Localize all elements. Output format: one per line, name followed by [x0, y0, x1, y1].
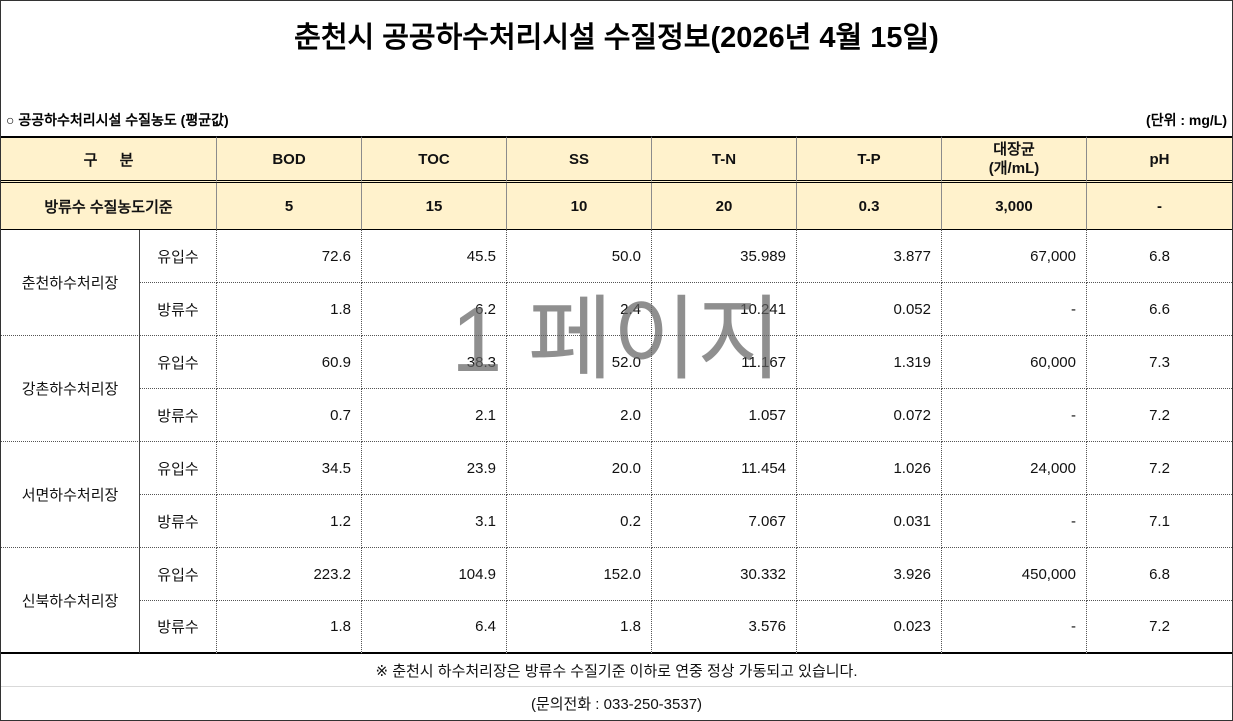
- tn-value[interactable]: 35.989: [652, 230, 797, 283]
- page-title[interactable]: 춘천시 공공하수처리시설 수질정보(2026년 4월 15일): [294, 22, 939, 54]
- tn-value[interactable]: 30.332: [652, 548, 797, 601]
- header-tp[interactable]: T-P: [797, 136, 942, 183]
- effluent-label[interactable]: 방류수: [140, 283, 217, 336]
- header-bod[interactable]: BOD: [217, 136, 362, 183]
- section-label[interactable]: ○ 공공하수처리시설 수질농도 (평균값): [6, 112, 229, 128]
- influent-label[interactable]: 유입수: [140, 230, 217, 283]
- ss-value[interactable]: 152.0: [507, 548, 652, 601]
- standard-toc[interactable]: 15: [362, 183, 507, 230]
- tn-value[interactable]: 3.576: [652, 601, 797, 654]
- standard-tn[interactable]: 20: [652, 183, 797, 230]
- ph-value[interactable]: 6.8: [1087, 548, 1232, 601]
- unit-label[interactable]: (단위 : mg/L): [1146, 112, 1227, 128]
- standard-tp[interactable]: 0.3: [797, 183, 942, 230]
- ph-value[interactable]: 6.6: [1087, 283, 1232, 336]
- ss-value[interactable]: 1.8: [507, 601, 652, 654]
- bod-value[interactable]: 0.7: [217, 389, 362, 442]
- tp-value[interactable]: 0.023: [797, 601, 942, 654]
- bod-value[interactable]: 223.2: [217, 548, 362, 601]
- header-toc[interactable]: TOC: [362, 136, 507, 183]
- tp-value[interactable]: 1.319: [797, 336, 942, 389]
- bod-value[interactable]: 1.8: [217, 283, 362, 336]
- coliform-value[interactable]: -: [942, 389, 1087, 442]
- coliform-value[interactable]: 24,000: [942, 442, 1087, 495]
- footer-note[interactable]: ※ 춘천시 하수처리장은 방류수 수질기준 이하로 연중 정상 가동되고 있습니…: [1, 654, 1232, 687]
- toc-value[interactable]: 6.2: [362, 283, 507, 336]
- influent-label[interactable]: 유입수: [140, 548, 217, 601]
- influent-label[interactable]: 유입수: [140, 336, 217, 389]
- coliform-value[interactable]: 450,000: [942, 548, 1087, 601]
- header-coliform[interactable]: 대장균 (개/mL): [942, 136, 1087, 183]
- tp-value[interactable]: 3.877: [797, 230, 942, 283]
- water-quality-table: 구 분 BOD TOC SS T-N T-P 대장균 (개/mL) pH 방류수…: [1, 136, 1232, 720]
- bod-value[interactable]: 1.8: [217, 601, 362, 654]
- tn-value[interactable]: 10.241: [652, 283, 797, 336]
- standard-ss[interactable]: 10: [507, 183, 652, 230]
- header-category[interactable]: 구 분: [1, 136, 217, 183]
- tp-value[interactable]: 0.031: [797, 495, 942, 548]
- bod-value[interactable]: 60.9: [217, 336, 362, 389]
- header-coliform-label: 대장균: [993, 141, 1035, 158]
- tp-value[interactable]: 0.072: [797, 389, 942, 442]
- header-ph[interactable]: pH: [1087, 136, 1232, 183]
- tn-value[interactable]: 11.167: [652, 336, 797, 389]
- header-ss[interactable]: SS: [507, 136, 652, 183]
- plant-name[interactable]: 강촌하수처리장: [1, 336, 140, 442]
- coliform-value[interactable]: -: [942, 601, 1087, 654]
- ph-value[interactable]: 7.2: [1087, 389, 1232, 442]
- toc-value[interactable]: 45.5: [362, 230, 507, 283]
- ss-value[interactable]: 2.0: [507, 389, 652, 442]
- bod-value[interactable]: 72.6: [217, 230, 362, 283]
- standard-ph[interactable]: -: [1087, 183, 1232, 230]
- header-tn[interactable]: T-N: [652, 136, 797, 183]
- toc-value[interactable]: 6.4: [362, 601, 507, 654]
- ph-value[interactable]: 7.1: [1087, 495, 1232, 548]
- ph-value[interactable]: 7.2: [1087, 442, 1232, 495]
- tp-value[interactable]: 3.926: [797, 548, 942, 601]
- bod-value[interactable]: 34.5: [217, 442, 362, 495]
- ss-value[interactable]: 20.0: [507, 442, 652, 495]
- effluent-label[interactable]: 방류수: [140, 495, 217, 548]
- ph-value[interactable]: 6.8: [1087, 230, 1232, 283]
- bod-value[interactable]: 1.2: [217, 495, 362, 548]
- effluent-label[interactable]: 방류수: [140, 389, 217, 442]
- ss-value[interactable]: 52.0: [507, 336, 652, 389]
- ph-value[interactable]: 7.2: [1087, 601, 1232, 654]
- tp-value[interactable]: 1.026: [797, 442, 942, 495]
- toc-value[interactable]: 3.1: [362, 495, 507, 548]
- tp-value[interactable]: 0.052: [797, 283, 942, 336]
- toc-value[interactable]: 104.9: [362, 548, 507, 601]
- coliform-value[interactable]: 60,000: [942, 336, 1087, 389]
- tn-value[interactable]: 11.454: [652, 442, 797, 495]
- toc-value[interactable]: 23.9: [362, 442, 507, 495]
- plant-name[interactable]: 신북하수처리장: [1, 548, 140, 654]
- ss-value[interactable]: 50.0: [507, 230, 652, 283]
- influent-label[interactable]: 유입수: [140, 442, 217, 495]
- coliform-value[interactable]: 67,000: [942, 230, 1087, 283]
- plant-name[interactable]: 춘천하수처리장: [1, 230, 140, 336]
- toc-value[interactable]: 2.1: [362, 389, 507, 442]
- ss-value[interactable]: 2.4: [507, 283, 652, 336]
- tn-value[interactable]: 7.067: [652, 495, 797, 548]
- standard-label[interactable]: 방류수 수질농도기준: [1, 183, 217, 230]
- coliform-value[interactable]: -: [942, 283, 1087, 336]
- plant-name[interactable]: 서면하수처리장: [1, 442, 140, 548]
- contact-info[interactable]: (문의전화 : 033-250-3537): [530, 696, 703, 713]
- toc-value[interactable]: 38.3: [362, 336, 507, 389]
- tn-value[interactable]: 1.057: [652, 389, 797, 442]
- effluent-label[interactable]: 방류수: [140, 601, 217, 654]
- standard-coliform[interactable]: 3,000: [942, 183, 1087, 230]
- coliform-value[interactable]: -: [942, 495, 1087, 548]
- ph-value[interactable]: 7.3: [1087, 336, 1232, 389]
- standard-bod[interactable]: 5: [217, 183, 362, 230]
- ss-value[interactable]: 0.2: [507, 495, 652, 548]
- header-coliform-unit: (개/mL): [988, 160, 1040, 177]
